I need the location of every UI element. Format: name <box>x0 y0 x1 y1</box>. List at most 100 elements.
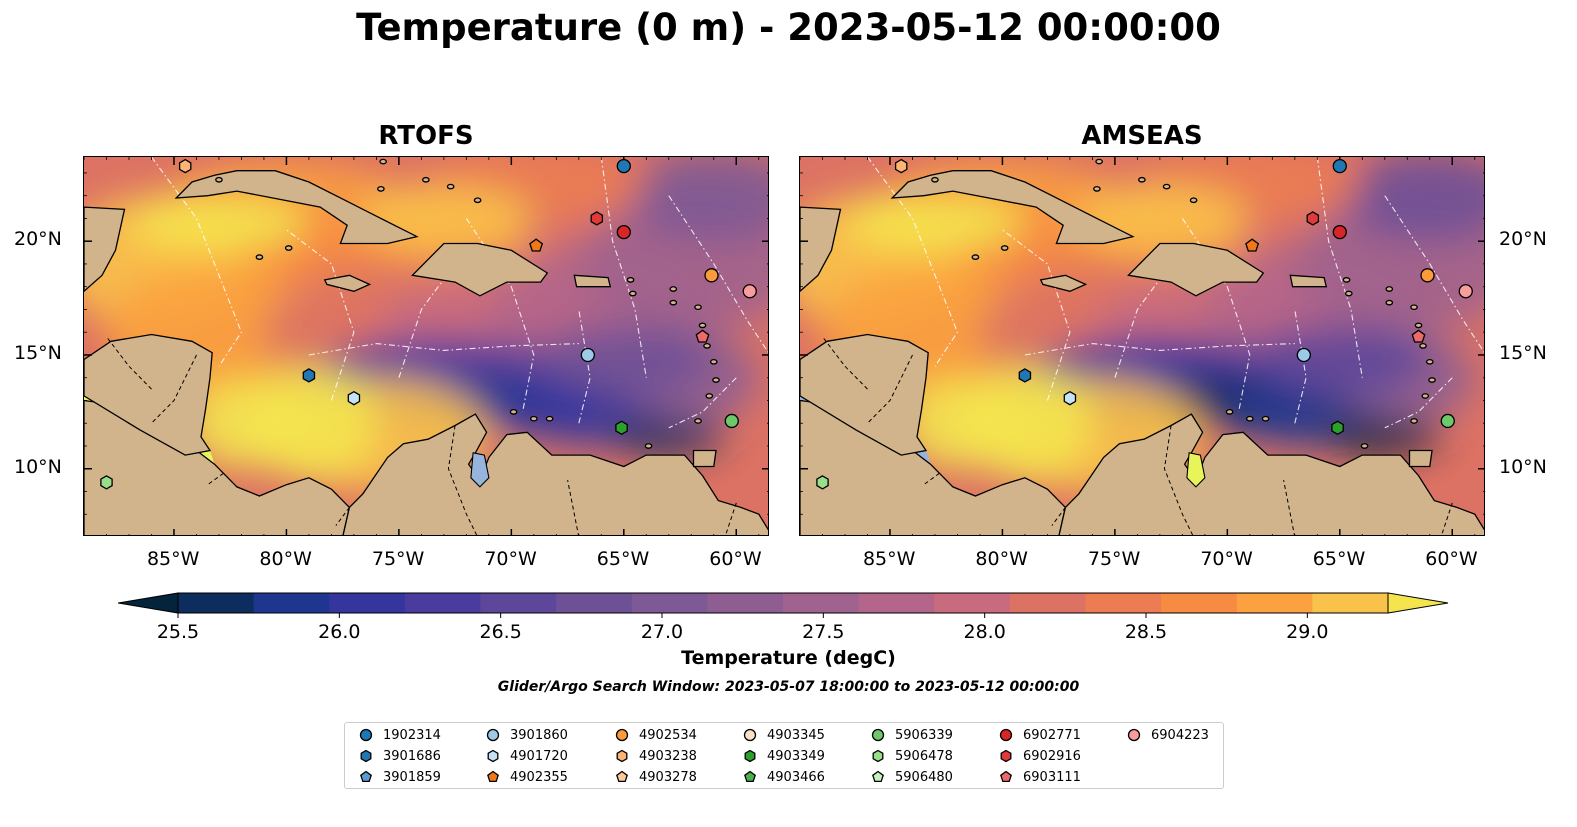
hexagon-marker-icon <box>487 749 499 763</box>
legend-entry-5906480: 5906480 <box>871 767 953 787</box>
lat-tick-label-right: 10°N <box>1499 455 1547 478</box>
float-legend: 1902314 3901686 3901859 3901860 4901720 49023… <box>344 722 1224 789</box>
colorbar-label: Temperature (degC) <box>681 647 896 669</box>
legend-label: 4901720 <box>510 748 568 764</box>
float-marker-3901860 <box>580 347 595 363</box>
lon-tick-label: 75°W <box>371 548 425 570</box>
legend-entry-4901720: 4901720 <box>486 746 568 766</box>
colorbar-tick-label: 27.0 <box>641 621 683 642</box>
pentagon-marker-icon <box>1000 770 1012 783</box>
circle-marker-icon <box>1127 728 1141 742</box>
circle-marker-icon <box>999 728 1013 742</box>
legend-entry-4903466: 4903466 <box>743 767 825 787</box>
colorbar-tick-label: 28.5 <box>1125 621 1167 642</box>
legend-label: 4903345 <box>767 727 825 743</box>
lat-tick-label-right: 15°N <box>1499 341 1547 364</box>
float-marker-1902314 <box>1332 158 1347 174</box>
frame-ticks <box>800 157 1484 535</box>
hexagon-marker-icon <box>1000 749 1012 763</box>
lat-tick-label-right: 20°N <box>1499 228 1547 251</box>
float-marker-3901860 <box>1296 347 1311 363</box>
legend-entry-6903111: 6903111 <box>999 767 1081 787</box>
float-marker-6904223 <box>742 284 757 299</box>
pentagon-marker-icon <box>360 770 372 783</box>
lon-tick-label: 80°W <box>975 548 1028 570</box>
rtofs-panel-title: RTOFS <box>378 121 474 151</box>
legend-entry-6902916: 6902916 <box>999 746 1081 766</box>
float-marker-6902916 <box>590 211 604 226</box>
legend-label: 3901860 <box>510 727 568 743</box>
legend-label: 6902771 <box>1023 727 1081 743</box>
legend-entry-4903349: 4903349 <box>743 746 825 766</box>
lon-tick-label: 60°W <box>1425 548 1478 570</box>
legend-entry-5906478: 5906478 <box>871 746 953 766</box>
colorbar-tick-label: 26.5 <box>480 621 522 642</box>
float-marker-4903349 <box>615 420 628 436</box>
float-marker-6903111 <box>695 329 710 343</box>
float-marker-5906478 <box>100 475 113 490</box>
colorbar-bin <box>253 593 330 613</box>
float-marker-4901720 <box>347 390 361 406</box>
circle-marker-icon <box>359 728 373 742</box>
legend-entry-5906339: 5906339 <box>871 725 953 745</box>
legend-label: 4903278 <box>639 769 697 785</box>
colorbar-tick-label: 29.0 <box>1286 621 1328 642</box>
legend-entry-6904223: 6904223 <box>1127 725 1209 745</box>
colorbar-bin <box>631 593 708 613</box>
hexagon-marker-icon <box>744 749 756 763</box>
search-window-note: Glider/Argo Search Window: 2023-05-07 18… <box>497 679 1080 695</box>
colorbar-tick-label: 26.0 <box>318 621 360 642</box>
float-marker-4901720 <box>1063 390 1077 406</box>
lat-tick-label-left: 10°N <box>14 455 62 478</box>
legend-label: 3901859 <box>383 769 441 785</box>
colorbar-tick-label: 27.5 <box>802 621 844 642</box>
legend-entry-4903238: 4903238 <box>615 746 697 766</box>
amseas-map <box>799 156 1485 536</box>
legend-entry-3901860: 3901860 <box>486 725 568 745</box>
land-masses <box>800 158 1484 535</box>
map-canvas <box>84 157 768 535</box>
legend-label: 4903349 <box>767 748 825 764</box>
colorbar-bin <box>1312 593 1389 613</box>
colorbar-tick-label: 28.0 <box>964 621 1006 642</box>
legend-label: 5906339 <box>895 727 953 743</box>
frame-ticks <box>84 157 768 535</box>
float-marker-5906339 <box>724 413 739 429</box>
legend-label: 6902916 <box>1023 748 1081 764</box>
lon-tick-label: 65°W <box>1312 548 1366 570</box>
pentagon-marker-icon <box>487 770 499 783</box>
legend-label: 3901686 <box>383 748 441 764</box>
legend-entry-1902314: 1902314 <box>359 725 441 745</box>
temperature-colorbar: 25.5 26.0 26.5 27.0 27.5 28.0 28.5 29.0 <box>118 592 1449 642</box>
circle-marker-icon <box>871 728 885 742</box>
country-borders <box>822 336 1453 535</box>
hexagon-marker-icon <box>872 749 884 763</box>
colorbar-extend-low <box>118 592 179 614</box>
float-marker-3901686 <box>1018 368 1032 383</box>
legend-label: 6904223 <box>1151 727 1209 743</box>
float-marker-4902355 <box>529 238 544 252</box>
colorbar-bin <box>404 593 482 613</box>
legend-entry-3901859: 3901859 <box>359 767 441 787</box>
float-marker-6902771 <box>616 224 631 240</box>
legend-label: 1902314 <box>383 727 441 743</box>
legend-entry-4902355: 4902355 <box>486 767 568 787</box>
pentagon-marker-icon <box>744 770 756 783</box>
lat-tick-label-left: 15°N <box>14 341 62 364</box>
lon-tick-label: 60°W <box>709 548 762 570</box>
lon-tick-label: 75°W <box>1087 548 1141 570</box>
colorbar-bin <box>1009 593 1087 613</box>
lon-tick-label: 70°W <box>484 548 537 570</box>
colorbar-bin <box>783 593 860 613</box>
circle-marker-icon <box>615 728 629 742</box>
colorbar-bin <box>178 593 255 613</box>
hexagon-marker-icon <box>616 749 628 763</box>
colorbar-bin <box>858 593 935 613</box>
float-marker-5906339 <box>1440 413 1455 429</box>
legend-entry-4902534: 4902534 <box>615 725 697 745</box>
float-marker-3901686 <box>302 368 316 383</box>
colorbar-bin <box>329 593 406 613</box>
legend-label: 4902355 <box>510 769 568 785</box>
amseas-panel-title: AMSEAS <box>1081 121 1203 151</box>
lon-tick-label: 80°W <box>259 548 312 570</box>
